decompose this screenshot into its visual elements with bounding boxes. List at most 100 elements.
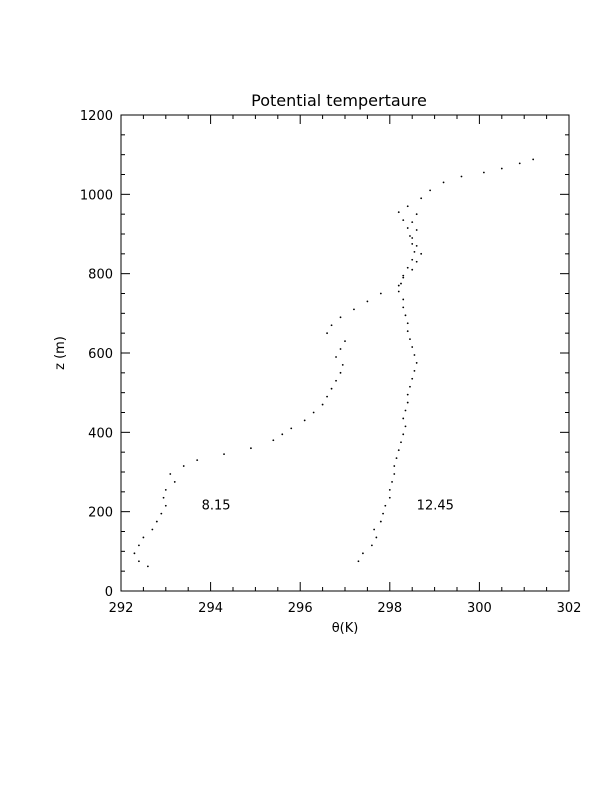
series-2 — [357, 211, 418, 563]
data-point — [330, 387, 333, 390]
data-point — [357, 560, 360, 563]
data-point — [397, 290, 400, 293]
data-point — [341, 364, 344, 366]
data-point — [415, 245, 418, 247]
data-point — [303, 419, 306, 422]
data-point — [142, 536, 145, 539]
y-tick-label: 1000 — [80, 188, 113, 203]
data-point — [391, 481, 393, 483]
data-point — [402, 306, 405, 309]
data-point — [402, 274, 405, 277]
y-tick-labels: 0 200 400 600 800 1000 1200 — [80, 109, 113, 600]
data-point — [366, 300, 369, 303]
y-tick-label: 600 — [88, 347, 113, 362]
data-point — [393, 465, 396, 467]
data-point — [420, 252, 423, 255]
data-point — [388, 496, 391, 499]
data-point — [406, 205, 409, 208]
data-point — [413, 354, 416, 356]
data-point — [326, 332, 328, 335]
data-point — [272, 439, 275, 442]
y-tick-label: 0 — [105, 585, 113, 600]
data-point — [375, 536, 378, 539]
plot-frame — [120, 114, 570, 592]
x-tick-labels: 292 294 296 298 300 302 — [109, 601, 582, 616]
data-point — [415, 213, 418, 216]
x-axis-label: θ(K) — [332, 621, 359, 636]
data-point — [382, 512, 384, 515]
data-point — [406, 266, 409, 269]
data-point — [379, 520, 382, 523]
data-point — [406, 227, 409, 229]
data-point — [162, 496, 165, 499]
data-point — [138, 560, 140, 563]
data-point — [411, 237, 414, 239]
data-point — [173, 481, 176, 483]
data-point — [404, 425, 407, 428]
data-point — [518, 162, 521, 165]
data-point — [138, 544, 140, 547]
data-point — [335, 356, 337, 358]
data-point — [409, 235, 411, 237]
y-tick-label: 1200 — [80, 109, 113, 124]
data-point — [429, 189, 432, 192]
data-point — [281, 433, 284, 436]
x-tick-label: 292 — [109, 601, 134, 616]
axis-ticks — [120, 114, 570, 592]
data-point — [290, 427, 293, 430]
data-point — [169, 473, 172, 475]
y-tick-label: 800 — [88, 268, 113, 283]
data-point — [500, 167, 503, 170]
data-point — [406, 322, 409, 325]
data-point — [223, 453, 225, 456]
data-point — [400, 282, 402, 285]
annotation-label: 12.45 — [417, 499, 454, 514]
data-point — [339, 371, 342, 374]
data-point — [413, 369, 416, 372]
x-tick-label: 296 — [288, 601, 313, 616]
data-point — [182, 465, 185, 467]
y-axis-label: z (m) — [53, 336, 68, 370]
data-point — [402, 417, 405, 420]
data-point — [415, 260, 418, 263]
data-point — [482, 171, 485, 174]
x-tick-label: 300 — [467, 601, 492, 616]
data-point — [321, 403, 324, 406]
data-point — [312, 411, 315, 414]
data-point — [420, 197, 423, 200]
data-point — [411, 221, 414, 224]
data-point — [384, 504, 387, 507]
data-point — [402, 433, 405, 436]
data-point — [402, 219, 405, 222]
data-point — [395, 457, 398, 460]
chart-title: Potential tempertaure — [251, 91, 427, 110]
data-point — [411, 258, 414, 261]
data-point — [370, 544, 373, 547]
data-point — [411, 377, 414, 380]
data-point — [339, 348, 342, 350]
x-tick-label: 302 — [557, 601, 582, 616]
series-1 — [133, 158, 535, 568]
data-point — [362, 552, 364, 555]
data-point — [133, 552, 136, 555]
data-point — [335, 379, 337, 382]
data-point — [164, 504, 167, 507]
data-point — [404, 314, 407, 317]
data-point — [411, 268, 414, 271]
data-point — [160, 512, 163, 515]
data-point — [400, 441, 402, 444]
data-point — [402, 298, 405, 301]
data-point — [388, 488, 391, 491]
data-point — [379, 292, 382, 295]
data-point — [404, 409, 407, 412]
data-point — [442, 181, 445, 184]
data-point — [406, 330, 409, 333]
y-tick-label: 200 — [88, 506, 113, 521]
data-point — [326, 395, 328, 398]
data-point — [413, 250, 416, 253]
data-point — [373, 528, 376, 531]
data-point — [393, 473, 396, 475]
data-point — [155, 520, 158, 523]
x-tick-label: 294 — [198, 601, 223, 616]
